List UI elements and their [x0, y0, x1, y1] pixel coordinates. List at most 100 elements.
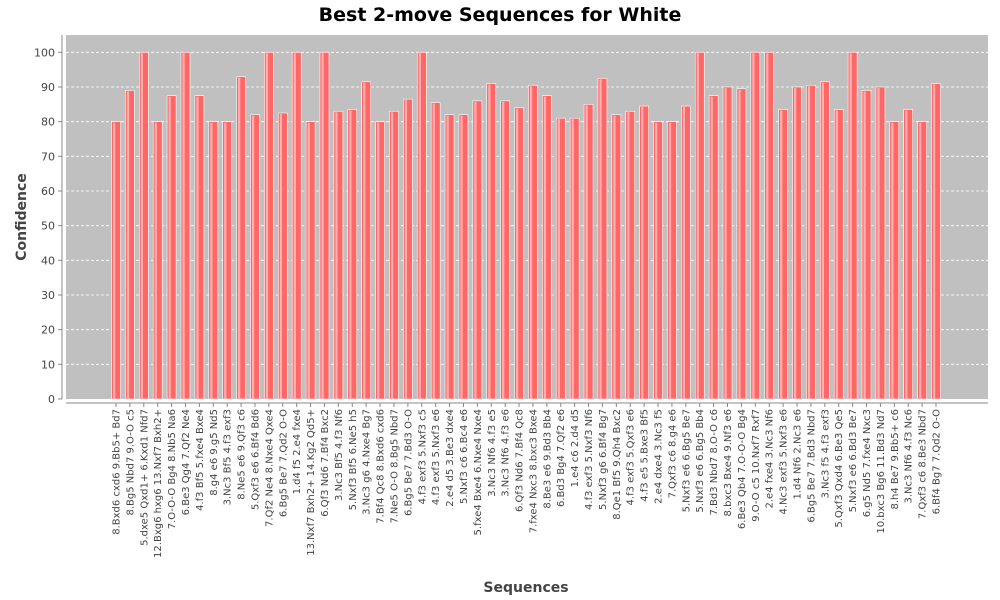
- bar: [500, 100, 510, 400]
- bar-highlight: [710, 96, 713, 400]
- bar: [861, 90, 872, 400]
- bar-highlight: [599, 79, 602, 399]
- x-tick-label: 5.Nxf3 e6 6.Bg5 Bb4: [695, 409, 706, 513]
- bar-body: [653, 121, 663, 400]
- x-tick-label: 6.Be3 Qb4 7.O-O-O Bg4: [737, 409, 748, 529]
- bar-highlight: [585, 105, 588, 399]
- bar: [361, 81, 371, 400]
- bar-highlight: [140, 53, 143, 399]
- bar-highlight: [807, 86, 811, 400]
- bar-highlight: [905, 110, 908, 400]
- bar-body: [416, 52, 427, 400]
- bar: [236, 76, 246, 400]
- bar-body: [361, 81, 371, 400]
- bar-highlight: [418, 53, 421, 399]
- bar-body: [236, 76, 246, 400]
- x-tick-label: 5.Nxf3 Bf5 6.Ne5 h5: [348, 409, 359, 510]
- x-tick-label: 1.d4 Nf6 2.Nc3 e6: [793, 409, 804, 500]
- bar-highlight: [529, 86, 533, 400]
- bar-body: [778, 109, 788, 400]
- x-tick-label: 5.dxe5 Qxd1+ 6.Kxd1 Nfd7: [139, 409, 150, 546]
- bar: [208, 121, 219, 400]
- x-tick-label: 6.Bd3 Bg4 7.Qf2 e6: [556, 409, 567, 507]
- bar: [194, 95, 205, 400]
- bar: [764, 52, 775, 400]
- bar-highlight: [502, 101, 505, 399]
- x-tick-label: 8.Ne5 e6 9.Qf3 c6: [237, 409, 248, 500]
- bar-highlight: [821, 82, 825, 400]
- x-tick-label: 8.Bg5 Nbd7 9.O-O c5: [125, 409, 136, 516]
- x-tick-label: 6.Bg5 Be7 7.Bd3 Nbd7: [806, 409, 817, 523]
- bar: [806, 84, 816, 400]
- bar: [305, 121, 316, 400]
- bar-body: [611, 114, 622, 400]
- bar-body: [542, 95, 552, 400]
- bar: [375, 121, 385, 400]
- bar-highlight: [891, 122, 894, 400]
- x-tick-label: 7.Bf4 Qc8 8.Bxd6 cxd6: [376, 409, 387, 524]
- bar: [569, 117, 580, 400]
- bar: [528, 84, 538, 400]
- bar: [778, 109, 788, 400]
- bar-body: [500, 100, 510, 400]
- bar-highlight: [488, 84, 491, 400]
- bar-highlight: [321, 53, 324, 399]
- y-tick-label: 50: [41, 220, 55, 233]
- y-tick-label: 60: [41, 185, 55, 198]
- bar-highlight: [641, 107, 644, 400]
- bar-body: [792, 86, 802, 400]
- bar: [542, 95, 552, 400]
- x-tick-label: 4.f3 Bf5 5.fxe4 Bxe4: [195, 409, 206, 511]
- x-tick-label: 5.Nxf3 g6 6.Bf4 Bg7: [598, 409, 609, 510]
- x-tick-label: 4.f3 exf3 5.Nxf3 Nf6: [584, 409, 595, 510]
- bar: [403, 98, 413, 400]
- y-tick-label: 20: [41, 324, 55, 337]
- bar-body: [514, 107, 524, 400]
- x-tick-label: 7.Qf2 Ne4 8.Nxe4 Qxe4: [264, 409, 275, 527]
- bar: [250, 114, 260, 400]
- bar: [111, 121, 121, 400]
- x-tick-label: 9.O-O c5 10.Nxf7 Rxf7: [751, 409, 762, 522]
- bar: [708, 95, 719, 400]
- x-tick-label: 4.f3 e5 5.Bxe3 Bf5: [640, 409, 651, 502]
- bar: [347, 109, 358, 400]
- bar-highlight: [543, 96, 547, 400]
- x-tick-label: 6.Qf3 Nd6 7.Bf4 Bxc2: [320, 409, 331, 517]
- bar-highlight: [307, 122, 310, 400]
- bar-highlight: [279, 114, 282, 399]
- bar-body: [166, 95, 177, 400]
- bar: [277, 112, 288, 400]
- bar-body: [681, 105, 691, 400]
- bar-highlight: [877, 88, 880, 399]
- bar: [514, 107, 524, 400]
- x-tick-label: 7.Ne5 O-O 8.Bg5 Nbd7: [389, 409, 400, 524]
- bar-body: [319, 52, 330, 400]
- x-tick-label: 4.f3 exf3 5.Nxf3 e6: [431, 409, 442, 505]
- x-tick-label: 5.Qxf3 e6 6.Bf4 Bd6: [250, 409, 261, 510]
- bar-body: [222, 121, 232, 400]
- bar-highlight: [168, 96, 171, 400]
- bar-body: [847, 52, 858, 400]
- bar: [333, 110, 344, 400]
- x-tick-label: 8.Bxd6 cxd6 9.Bb5+ Bd7: [112, 409, 123, 535]
- y-tick-label: 90: [41, 81, 55, 94]
- bar-body: [208, 121, 219, 400]
- bar-body: [875, 86, 886, 400]
- bar-highlight: [363, 82, 366, 400]
- x-tick-label: 13.Nxf7 Bxh2+ 14.Kg2 Qd5+: [306, 409, 317, 556]
- bar-highlight: [627, 112, 630, 400]
- bar-body: [430, 102, 441, 400]
- x-tick-label: 2.e4 fxe4 3.Nc3 Nf6: [765, 409, 776, 508]
- bar-body: [736, 88, 747, 400]
- bar-body: [472, 100, 483, 400]
- x-tick-label: 3.Nc3 g6 4.Nxe4 Bg7: [362, 409, 373, 515]
- bar: [472, 100, 483, 400]
- x-tick-label: 3.Nc3 Bf5 4.f3 Nf6: [334, 409, 345, 501]
- bar-body: [597, 78, 608, 400]
- x-tick-label: 8.Qe1 Bf5 9.Qh4 Bxc2: [612, 409, 623, 520]
- bar: [722, 86, 733, 400]
- bar-highlight: [154, 122, 157, 400]
- bar-highlight: [835, 110, 838, 400]
- bar-highlight: [390, 112, 394, 400]
- x-tick-label: 6.Qf3 Nd6 7.Bf4 Qc8: [515, 409, 526, 512]
